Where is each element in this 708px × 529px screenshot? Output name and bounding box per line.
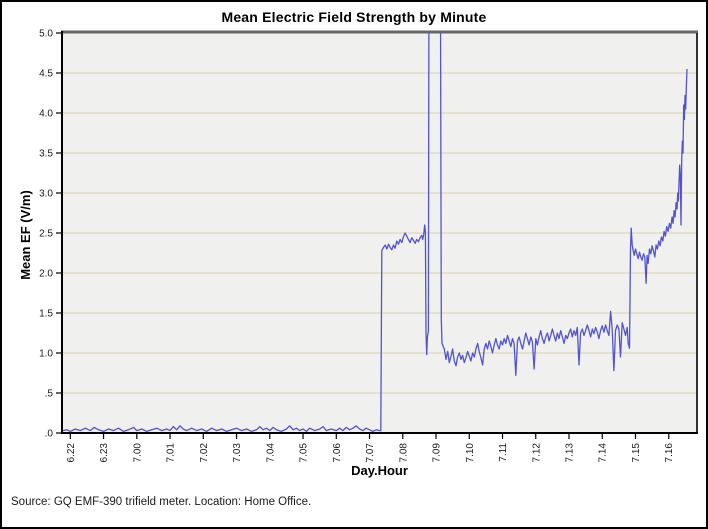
x-tick-label: 7.11 (498, 443, 509, 462)
y-tick-label: 4.0 (39, 109, 53, 120)
y-tick-label: 2.5 (39, 229, 53, 240)
y-tick-label: 1.5 (39, 309, 53, 320)
y-axis-title: Mean EF (V/m) (18, 190, 33, 280)
y-tick-label: 3.5 (39, 149, 53, 160)
y-tick-label: 5.0 (39, 29, 53, 40)
x-tick-label: 7.16 (664, 443, 675, 463)
y-tick-label: .5 (45, 389, 54, 400)
x-tick-label: 7.14 (598, 443, 609, 463)
chart-title: Mean Electric Field Strength by Minute (221, 9, 487, 25)
x-tick-label: 7.00 (132, 443, 143, 463)
x-tick-label: 6.22 (66, 443, 77, 463)
x-axis-title: Day.Hour (351, 463, 408, 478)
x-tick-label: 7.12 (531, 443, 542, 463)
x-tick-label: 6.23 (99, 443, 110, 463)
y-tick-label: .0 (45, 429, 54, 440)
x-tick-label: 7.03 (232, 443, 243, 463)
x-tick-label: 7.13 (565, 443, 576, 463)
x-tick-label: 7.06 (332, 443, 343, 463)
data-line (62, 33, 688, 433)
y-tick-label: 2.0 (39, 269, 53, 280)
x-tick-label: 7.10 (465, 443, 476, 463)
x-tick-label: 7.05 (299, 443, 310, 463)
x-tick-label: 7.01 (166, 443, 177, 463)
y-tick-label: 4.5 (39, 69, 53, 80)
x-tick-label: 7.08 (398, 443, 409, 463)
x-tick-label: 7.07 (365, 443, 376, 463)
plot-area: 5.0 4.5 4.0 3.5 3.0 2.5 2.0 1.5 1.0 .5 .0 6.22 6.23 7… (39, 29, 698, 463)
x-tick-label: 7.02 (199, 443, 210, 463)
y-tick-label: 3.0 (39, 189, 53, 200)
x-tick-label: 7.15 (631, 443, 642, 463)
x-tick-label: 7.09 (432, 443, 443, 463)
x-tick-label: 7.04 (265, 443, 276, 463)
source-note: Source: GQ EMF-390 trifield meter. Locat… (11, 496, 312, 508)
y-tick-label: 1.0 (39, 349, 53, 360)
